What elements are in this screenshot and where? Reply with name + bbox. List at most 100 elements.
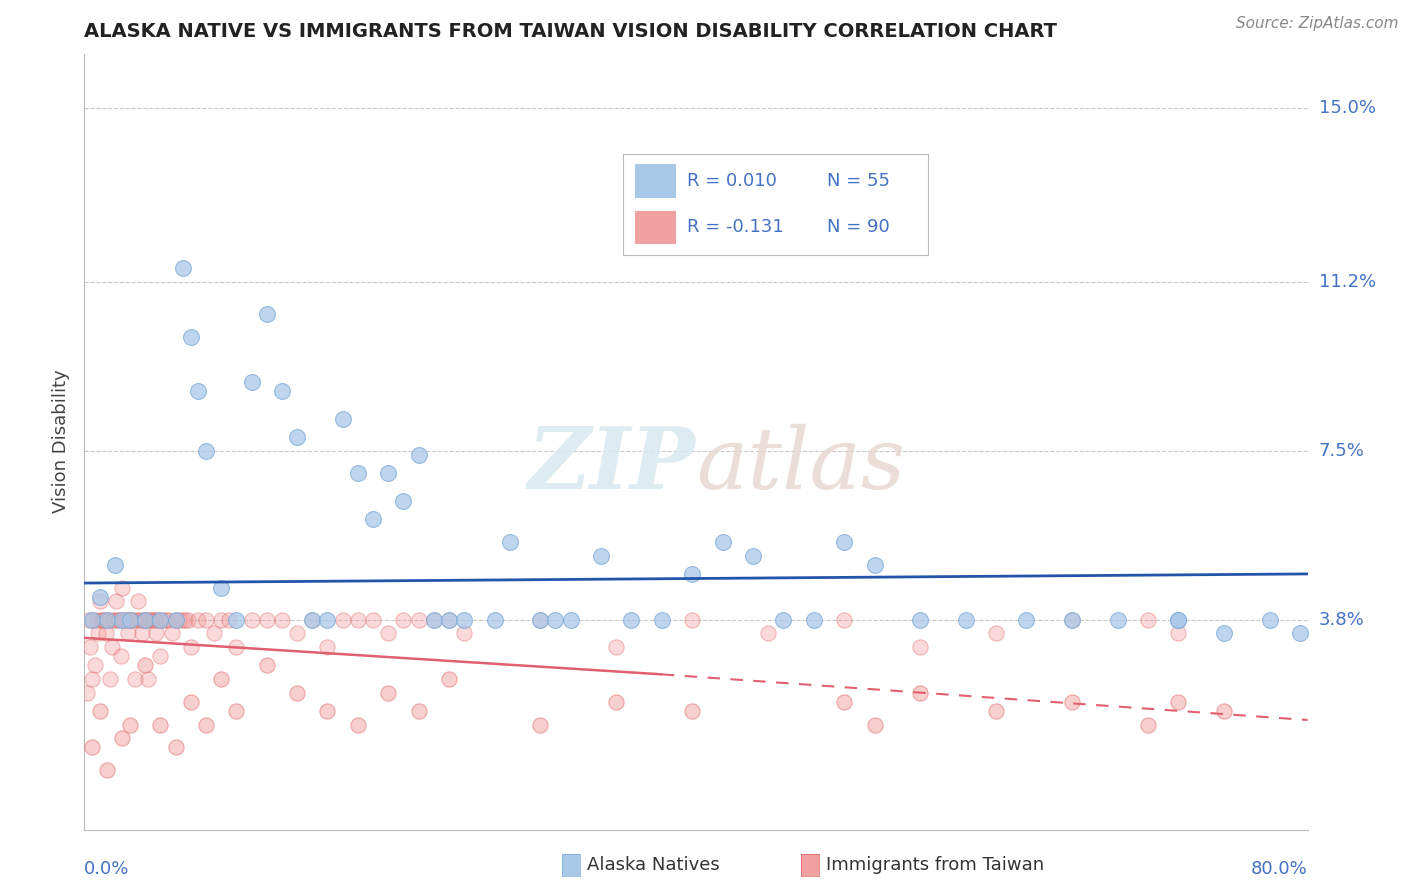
- Point: [361, 613, 384, 627]
- Point: [529, 613, 551, 627]
- Point: [589, 549, 612, 563]
- Point: [91, 613, 114, 627]
- Point: [620, 613, 643, 627]
- Point: [316, 613, 339, 627]
- Point: [803, 613, 825, 627]
- Text: 0.0%: 0.0%: [84, 860, 129, 878]
- Point: [135, 613, 157, 627]
- Point: [209, 613, 232, 627]
- Point: [165, 740, 187, 755]
- Point: [80, 672, 103, 686]
- Point: [1107, 613, 1129, 627]
- Point: [832, 613, 855, 627]
- Point: [104, 558, 127, 572]
- Point: [377, 467, 399, 481]
- Text: 3.8%: 3.8%: [1319, 610, 1364, 629]
- Point: [131, 626, 153, 640]
- Point: [118, 613, 141, 627]
- Point: [225, 613, 247, 627]
- Text: 80.0%: 80.0%: [1251, 860, 1308, 878]
- Point: [149, 649, 172, 664]
- Text: 11.2%: 11.2%: [1319, 273, 1376, 291]
- Point: [225, 704, 247, 718]
- Point: [332, 411, 354, 425]
- Point: [453, 613, 475, 627]
- Point: [1137, 717, 1160, 731]
- Point: [129, 613, 152, 627]
- Point: [170, 613, 193, 627]
- Point: [128, 613, 150, 627]
- Point: [121, 613, 143, 627]
- Point: [127, 594, 149, 608]
- Point: [194, 443, 217, 458]
- Point: [134, 658, 156, 673]
- Point: [105, 594, 128, 608]
- Point: [202, 626, 225, 640]
- Point: [132, 613, 155, 627]
- Point: [651, 613, 673, 627]
- Point: [270, 384, 292, 399]
- Point: [180, 329, 202, 343]
- Point: [484, 613, 506, 627]
- Point: [104, 613, 127, 627]
- Point: [90, 613, 112, 627]
- Point: [80, 613, 103, 627]
- Point: [173, 613, 195, 627]
- Point: [301, 613, 323, 627]
- Point: [165, 613, 187, 627]
- Point: [955, 613, 977, 627]
- Point: [437, 672, 460, 686]
- Point: [361, 512, 384, 526]
- Text: ZIP: ZIP: [529, 423, 696, 507]
- Point: [1137, 613, 1160, 627]
- Point: [145, 626, 167, 640]
- Point: [772, 613, 794, 627]
- Point: [149, 613, 172, 627]
- Point: [529, 717, 551, 731]
- Point: [125, 613, 148, 627]
- Point: [218, 613, 240, 627]
- Point: [152, 613, 174, 627]
- Point: [408, 448, 430, 462]
- Point: [984, 704, 1007, 718]
- Point: [89, 590, 111, 604]
- Point: [423, 613, 446, 627]
- Point: [711, 535, 734, 549]
- Point: [392, 613, 415, 627]
- Point: [76, 685, 98, 699]
- Point: [1167, 695, 1189, 709]
- Point: [122, 613, 145, 627]
- Point: [681, 613, 703, 627]
- Point: [863, 558, 886, 572]
- Point: [285, 626, 308, 640]
- Point: [111, 731, 134, 746]
- Point: [1015, 613, 1038, 627]
- Text: 15.0%: 15.0%: [1319, 99, 1375, 118]
- Point: [742, 549, 765, 563]
- Point: [377, 685, 399, 699]
- Point: [107, 613, 129, 627]
- Point: [681, 566, 703, 581]
- Point: [138, 613, 160, 627]
- Point: [117, 626, 139, 640]
- Point: [209, 581, 232, 595]
- Point: [82, 613, 104, 627]
- Point: [146, 613, 169, 627]
- Point: [1167, 613, 1189, 627]
- Point: [187, 613, 209, 627]
- Point: [347, 467, 370, 481]
- Point: [143, 613, 166, 627]
- Point: [180, 640, 202, 654]
- Point: [285, 685, 308, 699]
- Point: [141, 613, 163, 627]
- Point: [1167, 613, 1189, 627]
- Point: [453, 626, 475, 640]
- Point: [225, 640, 247, 654]
- Point: [87, 626, 110, 640]
- Text: Source: ZipAtlas.com: Source: ZipAtlas.com: [1236, 16, 1399, 31]
- Point: [301, 613, 323, 627]
- Point: [316, 704, 339, 718]
- Point: [256, 658, 278, 673]
- Point: [1060, 613, 1083, 627]
- Point: [111, 613, 134, 627]
